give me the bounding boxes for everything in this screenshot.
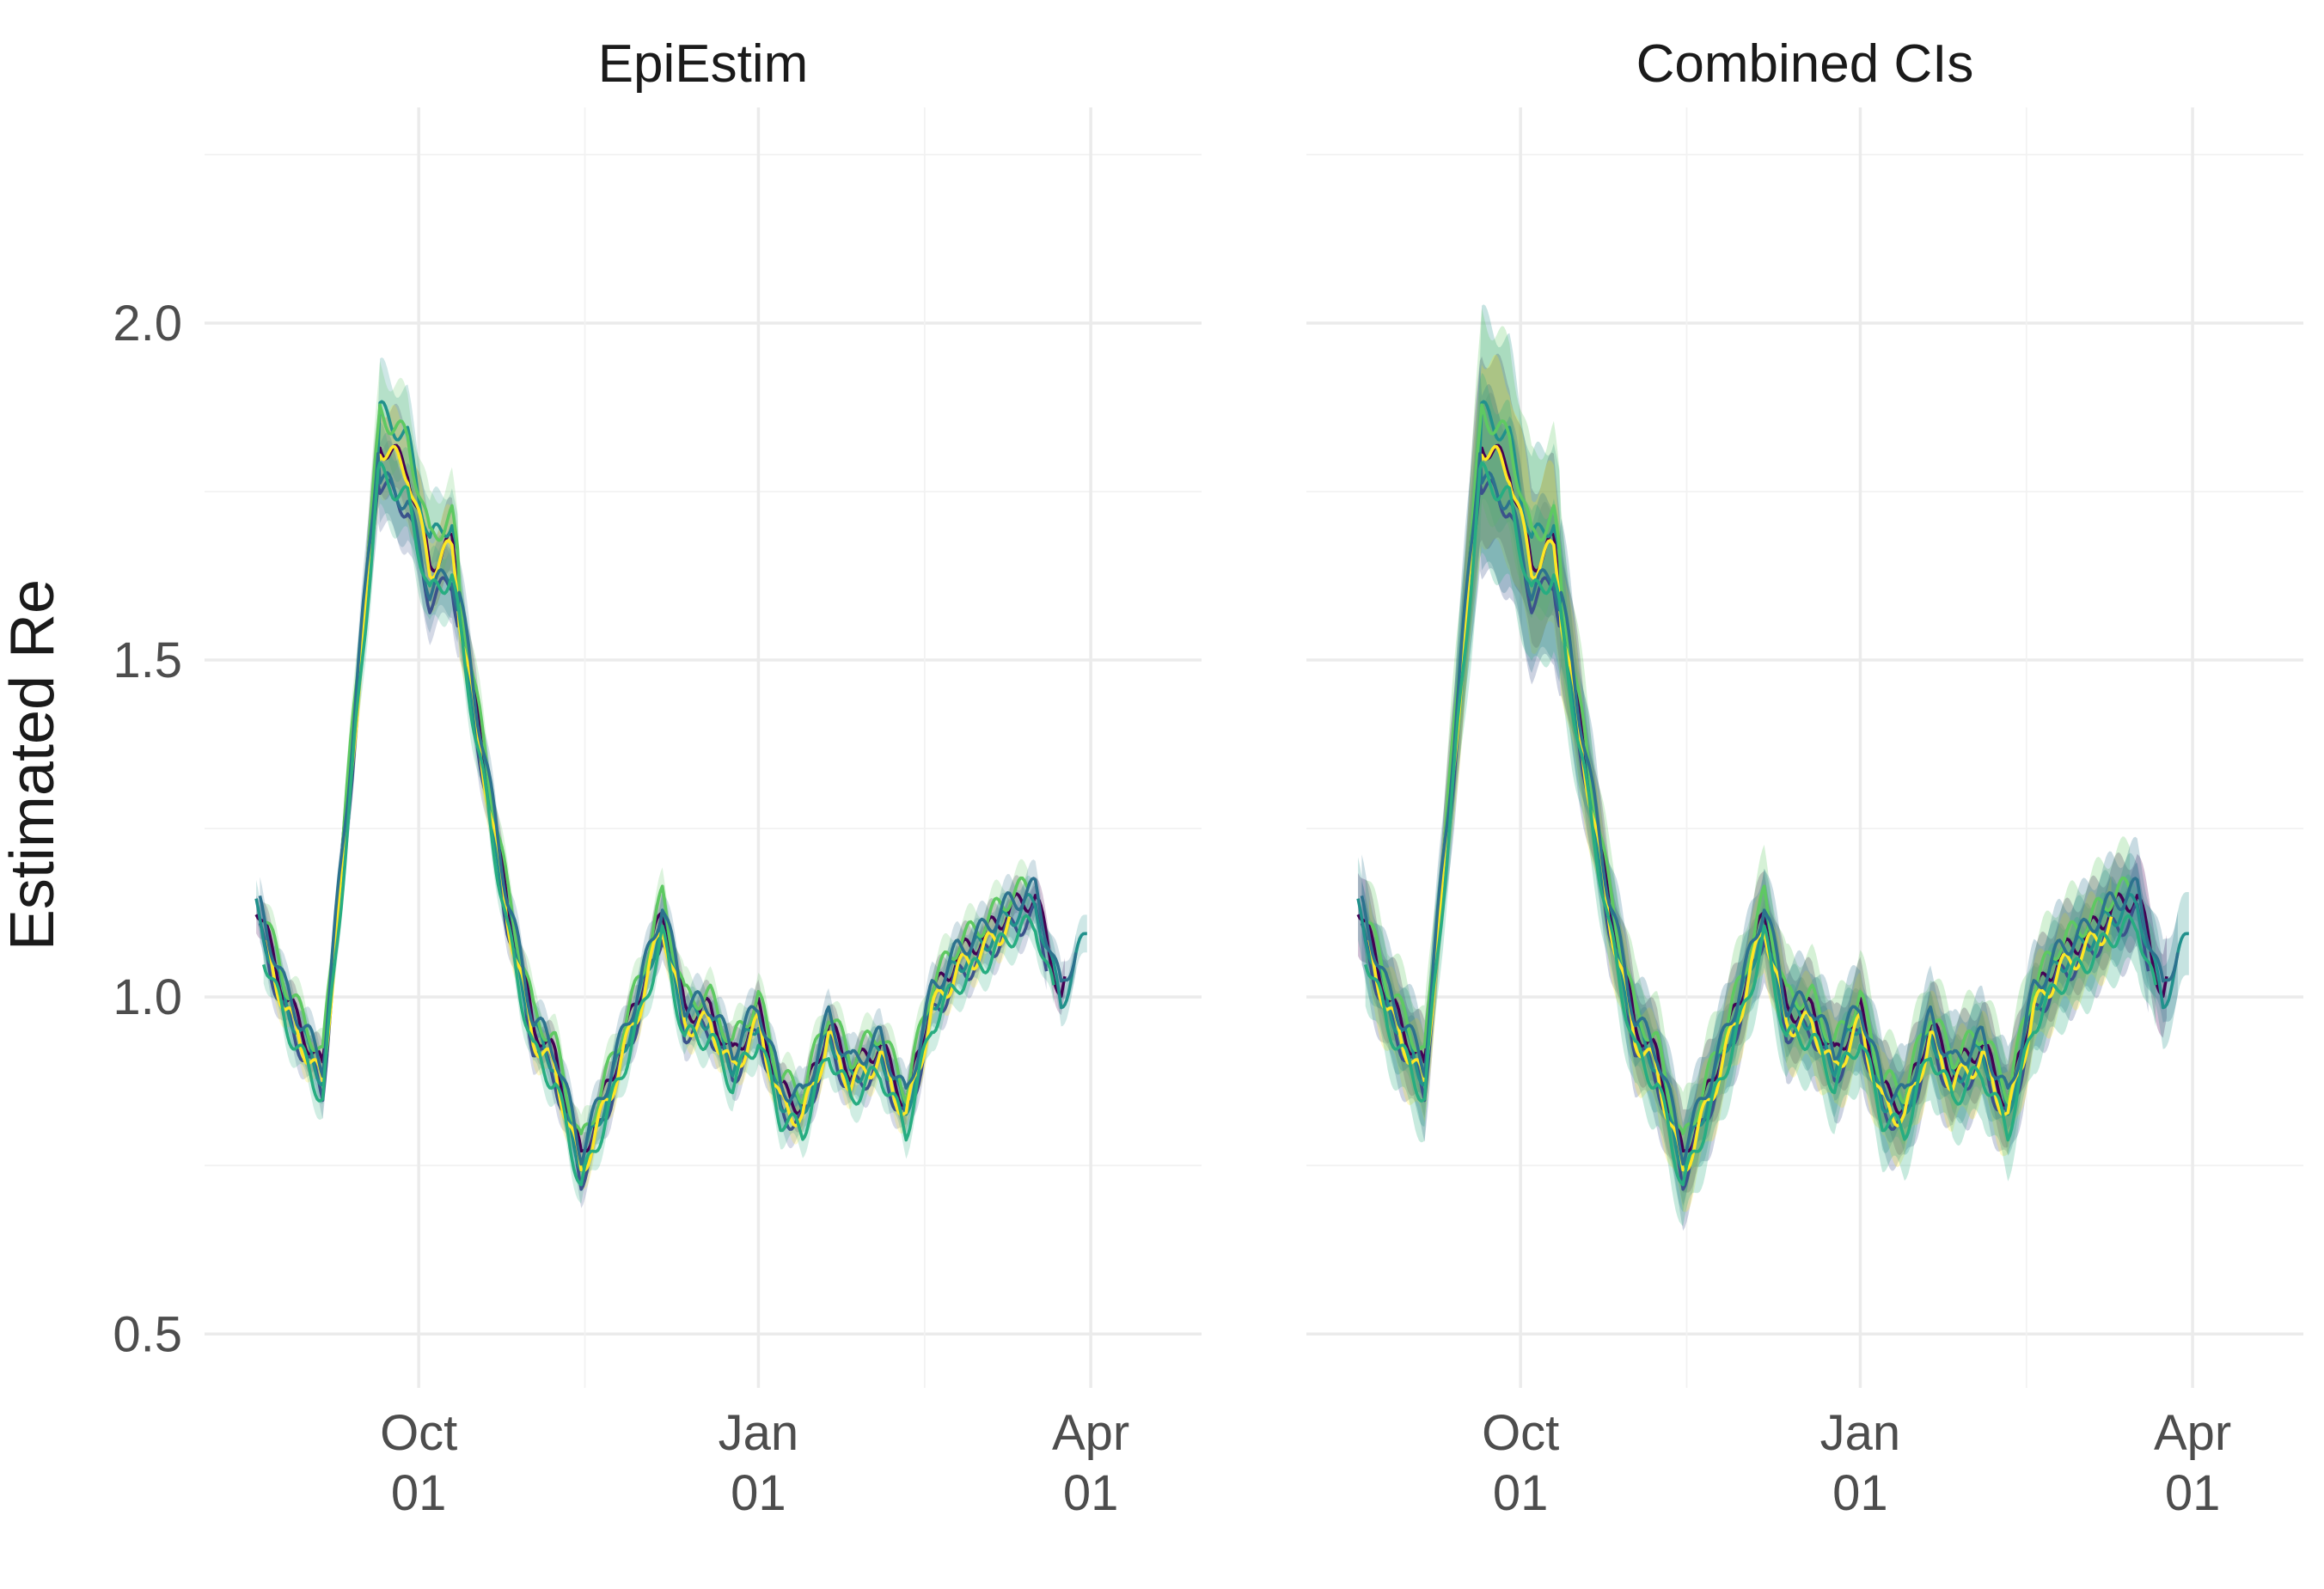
x-tick-label-month: Jan bbox=[1820, 1405, 1901, 1461]
facet-title: EpiEstim bbox=[598, 34, 809, 94]
y-tick-label: 2.0 bbox=[113, 296, 182, 351]
x-tick-label-day: 01 bbox=[2165, 1465, 2221, 1521]
x-tick-label-day: 01 bbox=[1832, 1465, 1888, 1521]
facet-title: Combined CIs bbox=[1636, 34, 1974, 94]
y-tick-labels: 0.5 1.0 1.5 2.0 bbox=[113, 296, 182, 1362]
series-line bbox=[262, 403, 1030, 1135]
x-tick-label-day: 01 bbox=[391, 1465, 447, 1521]
ci-ribbon bbox=[267, 405, 1010, 1189]
ci-ribbon bbox=[1365, 372, 2156, 1226]
y-axis-title: Estimated Re bbox=[0, 579, 67, 950]
y-tick-label: 0.5 bbox=[113, 1306, 182, 1362]
y-tick-label: 1.5 bbox=[113, 633, 182, 688]
y-tick-label: 1.0 bbox=[113, 969, 182, 1025]
ci-ribbon bbox=[1361, 362, 2178, 1206]
ci-ribbon bbox=[260, 440, 1047, 1208]
x-tick-label-month: Apr bbox=[1052, 1405, 1129, 1461]
x-tick-label-month: Oct bbox=[1482, 1405, 1559, 1461]
series-line bbox=[258, 452, 1078, 1166]
x-tick-label-day: 01 bbox=[1063, 1465, 1119, 1521]
ci-ribbon bbox=[263, 421, 1055, 1204]
series-line bbox=[1360, 479, 2150, 1191]
x-tick-label-month: Apr bbox=[2154, 1405, 2231, 1461]
series-line bbox=[258, 479, 1049, 1191]
x-tick-label-day: 01 bbox=[731, 1465, 786, 1521]
ci-ribbon bbox=[1369, 354, 2112, 1213]
x-tick-label-month: Jan bbox=[719, 1405, 799, 1461]
series-line bbox=[1360, 452, 2180, 1166]
series-line bbox=[1363, 461, 2157, 1187]
series-line bbox=[261, 461, 1055, 1187]
x-tick-label-month: Oct bbox=[380, 1405, 457, 1461]
series-line bbox=[1364, 403, 2131, 1135]
series-line bbox=[254, 443, 1067, 1153]
x-tick-label-day: 01 bbox=[1493, 1465, 1549, 1521]
